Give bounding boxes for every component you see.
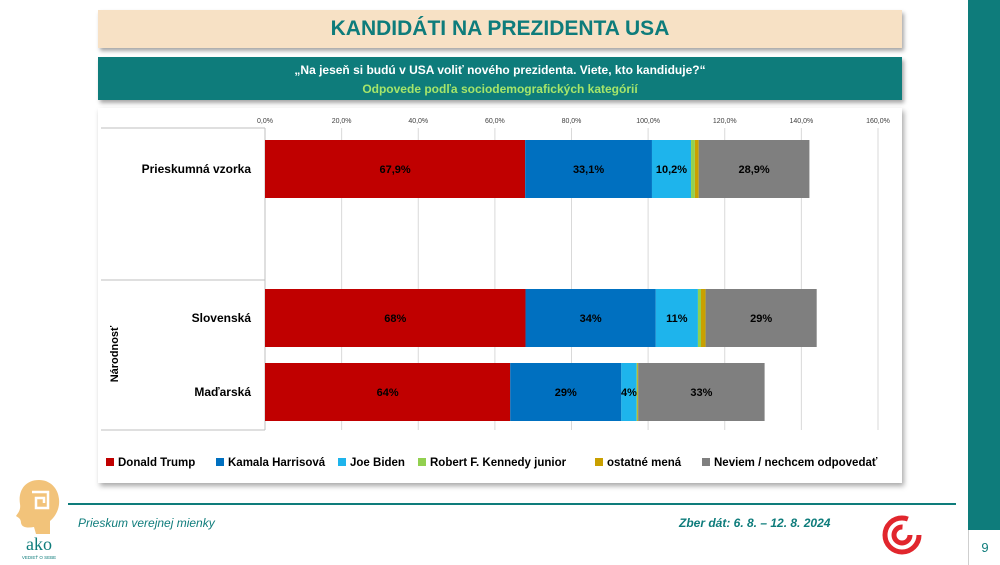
data-label: 67,9% (379, 164, 410, 176)
data-label: 4% (621, 387, 637, 399)
ako-logo-subtext: VEDIEŤ O SEBE (22, 553, 56, 560)
bar-segment (705, 289, 817, 347)
x-tick-label: 0,0% (257, 118, 273, 125)
legend-swatch (418, 458, 426, 466)
stacked-bar-chart: 0,0% 20,0% 40,0% 60,0% 80,0% 100,0% 120,0% 140,… (101, 118, 890, 469)
legend-label: Robert F. Kennedy junior (430, 457, 567, 469)
bar-segment (636, 363, 638, 421)
legend-swatch (216, 458, 224, 466)
data-label: 34% (580, 313, 602, 325)
chart-panel: 0,0% 20,0% 40,0% 60,0% 80,0% 100,0% 120,0% 140,… (98, 108, 902, 483)
stem-logo (882, 515, 922, 555)
x-tick-label: 140,0% (790, 118, 814, 125)
x-tick-label: 20,0% (332, 118, 352, 125)
footer-divider (68, 503, 956, 505)
legend-label: Donald Trump (118, 457, 195, 469)
x-tick-label: 60,0% (485, 118, 505, 125)
data-label: 68% (384, 313, 406, 325)
footer-date: Zber dát: 6. 8. – 12. 8. 2024 (679, 516, 831, 530)
bar-segment (265, 140, 526, 198)
data-label: 11% (666, 313, 688, 325)
data-label: 28,9% (738, 164, 769, 176)
right-accent-bar (968, 0, 1000, 565)
legend-swatch (702, 458, 710, 466)
question-banner: „Na jeseň si budú v USA voliť nového pre… (98, 57, 902, 100)
legend-swatch (338, 458, 346, 466)
question-text: „Na jeseň si budú v USA voliť nového pre… (294, 63, 706, 77)
chart-subtitle: Odpovede podľa sociodemografických kateg… (362, 82, 638, 96)
x-tick-label: 100,0% (636, 118, 660, 125)
legend-swatch (106, 458, 114, 466)
bar-segment (510, 363, 622, 421)
bar-segment (697, 289, 701, 347)
footer-survey-label: Prieskum verejnej mienky (78, 516, 215, 530)
legend-swatch (595, 458, 603, 466)
data-label: 10,2% (656, 164, 687, 176)
data-label: 64% (377, 387, 399, 399)
data-label: 33,1% (573, 164, 604, 176)
ako-logo-text: ako (26, 534, 52, 554)
page-title: KANDIDÁTI NA PREZIDENTA USA (98, 10, 902, 48)
legend-label: Kamala Harrisová (228, 457, 326, 469)
data-label: 29% (555, 387, 577, 399)
page-number: 9 (968, 530, 1000, 565)
category-label: Slovenská (192, 311, 252, 325)
category-label: Prieskumná vzorka (142, 162, 252, 176)
bar-segment (621, 363, 637, 421)
data-label: 29% (750, 313, 772, 325)
bar-segment (637, 363, 639, 421)
legend-label: Joe Biden (350, 457, 405, 469)
x-tick-label: 80,0% (562, 118, 582, 125)
legend-label: ostatné mená (607, 457, 682, 469)
bar-segment (265, 289, 526, 347)
category-label: Maďarská (194, 385, 251, 399)
legend-label: Neviem / nechcem odpovedať (714, 457, 878, 469)
bar-segment (651, 140, 692, 198)
x-tick-label: 120,0% (713, 118, 737, 125)
bar-segment (638, 363, 765, 421)
group-label: Národnosť (109, 325, 121, 382)
bar-segment (694, 140, 699, 198)
x-tick-label: 160,0% (866, 118, 890, 125)
bar-segment (655, 289, 698, 347)
bar-segment (525, 140, 652, 198)
ako-logo: ako VEDIEŤ O SEBE (16, 480, 60, 560)
x-tick-label: 40,0% (408, 118, 428, 125)
bar-segment (700, 289, 706, 347)
bar-segment (691, 140, 695, 198)
bar-segment (525, 289, 656, 347)
bar-segment (265, 363, 511, 421)
bar-segment (698, 140, 810, 198)
data-label: 33% (690, 387, 712, 399)
